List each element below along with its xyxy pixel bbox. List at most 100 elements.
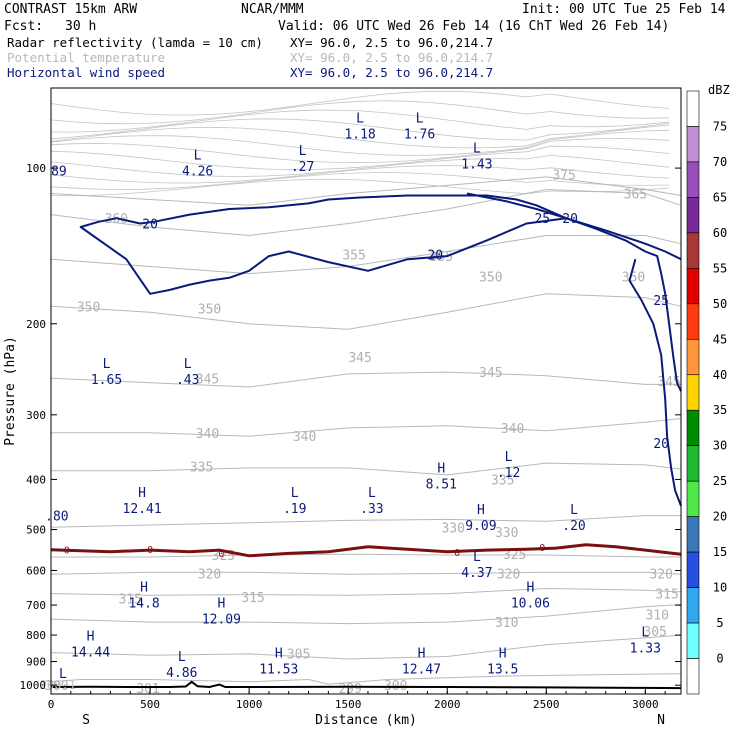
terrain-line <box>50 680 682 690</box>
extremum-value: .80 <box>45 509 68 524</box>
theta-contour-line <box>50 634 682 660</box>
terrain-surface <box>50 680 682 690</box>
upper-isentrope-line <box>50 165 670 184</box>
theta-contour-label: 345 <box>348 351 371 366</box>
extremum-value: 9.09 <box>465 519 496 534</box>
x-tick-label: 1000 <box>236 698 263 711</box>
theta-contour-label: 305 <box>643 625 666 640</box>
y-tick-label: 900 <box>26 656 46 669</box>
colorbar-swatch <box>686 374 700 411</box>
plot-frame <box>50 87 682 695</box>
colorbar-swatch <box>686 587 700 624</box>
theta-contour-label: 335 <box>491 473 514 488</box>
init-time: Init: 00 UTC Tue 25 Feb 14 <box>522 2 726 17</box>
theta-contour-line <box>50 587 682 596</box>
extremum-type: L <box>291 486 299 501</box>
theta-contour-line <box>50 293 682 330</box>
theta-contour-label: 345 <box>479 366 502 381</box>
extremum-value: 4.37 <box>461 566 492 581</box>
theta-contour-line <box>50 515 681 528</box>
colorbar-label: 70 <box>713 155 727 169</box>
theta-contour-label: 355 <box>430 250 453 265</box>
extremum-type: H <box>140 580 148 595</box>
x-tick-label: 2500 <box>533 698 560 711</box>
wind-speed-contours <box>79 192 682 507</box>
extremum-value: 12.41 <box>123 502 162 517</box>
extremum-value: .27 <box>291 160 314 175</box>
theta-contour-label: 360 <box>105 212 128 227</box>
colorbar-label: 50 <box>713 297 727 311</box>
y-tick-label: 400 <box>26 473 46 486</box>
colorbar-label: 45 <box>713 332 727 346</box>
upper-isentrope-line <box>50 154 670 177</box>
theta-contour-label: 335 <box>190 461 213 476</box>
y-tick-label: 600 <box>26 564 46 577</box>
theta-contour-label: 330 <box>441 521 464 536</box>
extremum-type: H <box>275 647 283 662</box>
theta-contour-label: 355 <box>342 249 365 264</box>
extremum-type: L <box>184 357 192 372</box>
y-tick-label: 800 <box>26 629 46 642</box>
colorbar-label: 65 <box>713 190 727 204</box>
wind-speed-labels: 20 20 25 20 25 20 <box>142 212 669 452</box>
colorbar-swatch <box>686 232 700 269</box>
colorbar-swatch <box>686 303 700 340</box>
colorbar-swatch <box>686 197 700 234</box>
y-tick-label: 200 <box>26 318 46 331</box>
field-theta-xy: XY= 96.0, 2.5 to 96.0,214.7 <box>290 50 493 65</box>
extremum-value: .12 <box>497 466 520 481</box>
theta-contour-label: 315 <box>241 591 264 606</box>
extremum-type: L <box>641 626 649 641</box>
theta-contour-label: 305 <box>287 647 310 662</box>
extremum-type: L <box>570 503 578 518</box>
colorbar-label: 35 <box>713 403 727 417</box>
extremum-value: .43 <box>176 373 199 388</box>
y-tick-label: 700 <box>26 599 46 612</box>
theta-contour-label: 320 <box>198 568 221 583</box>
extremum-value: .33 <box>360 502 383 517</box>
chart-header: CONTRAST 15km ARW NCAR/MMM Init: 00 UTC … <box>4 2 726 80</box>
colorbar-swatch <box>686 161 700 198</box>
extremum-type: L <box>356 111 364 126</box>
wind-contour-label: 20 <box>427 249 443 264</box>
colorbar-label: 10 <box>713 581 727 595</box>
wind-contour-label: 25 <box>653 294 669 309</box>
theta-contour-label: 310 <box>495 616 518 631</box>
wind-contour-line <box>79 217 567 295</box>
extremum-type: L <box>473 550 481 565</box>
reflectivity-zero-contour: 0 0 0 0 0 <box>50 543 682 560</box>
theta-contour-label: 315 <box>118 593 141 608</box>
theta-contour-label: 301 <box>136 682 159 697</box>
theta-extremum-label: 200.1 <box>40 678 76 692</box>
colorbar-label: 75 <box>713 120 727 134</box>
extremum-value: 89 <box>51 165 67 180</box>
colorbar-label: 30 <box>713 439 727 453</box>
wind-contour-line <box>116 194 682 261</box>
colorbar-label: 25 <box>713 474 727 488</box>
theta-contour-line <box>50 235 682 275</box>
colorbar-swatch-top <box>686 90 700 127</box>
theta-contour-label: 340 <box>293 430 316 445</box>
extremum-value: 1.65 <box>91 373 122 388</box>
upper-isentrope-line <box>50 145 670 171</box>
valid-time: Valid: 06 UTC Wed 26 Feb 14 (16 ChT Wed … <box>278 19 669 34</box>
colorbar-swatch <box>686 409 700 447</box>
extremum-value: 1.33 <box>630 642 661 657</box>
extremum-type: H <box>526 580 534 595</box>
extremum-value: 14.8 <box>128 596 159 611</box>
upper-isentrope-line <box>50 129 670 156</box>
field-reflectivity-name: Radar reflectivity (lamda = 10 cm) <box>7 35 263 50</box>
reflectivity-contour-label: 0 <box>539 543 545 554</box>
theta-contour-line <box>50 188 682 237</box>
theta-contour-line <box>50 604 682 625</box>
reflectivity-contour-label: 0 <box>64 546 70 557</box>
extremum-value: .19 <box>283 502 306 517</box>
field-wind-xy: XY= 96.0, 2.5 to 96.0,214.7 <box>290 65 493 80</box>
theta-contour-label: 320 <box>497 568 520 583</box>
theta-contour-label: 299 <box>338 682 361 697</box>
theta-contour-label: 365 <box>624 188 647 203</box>
theta-contour-line <box>50 176 682 206</box>
theta-contour-label: 340 <box>501 422 524 437</box>
